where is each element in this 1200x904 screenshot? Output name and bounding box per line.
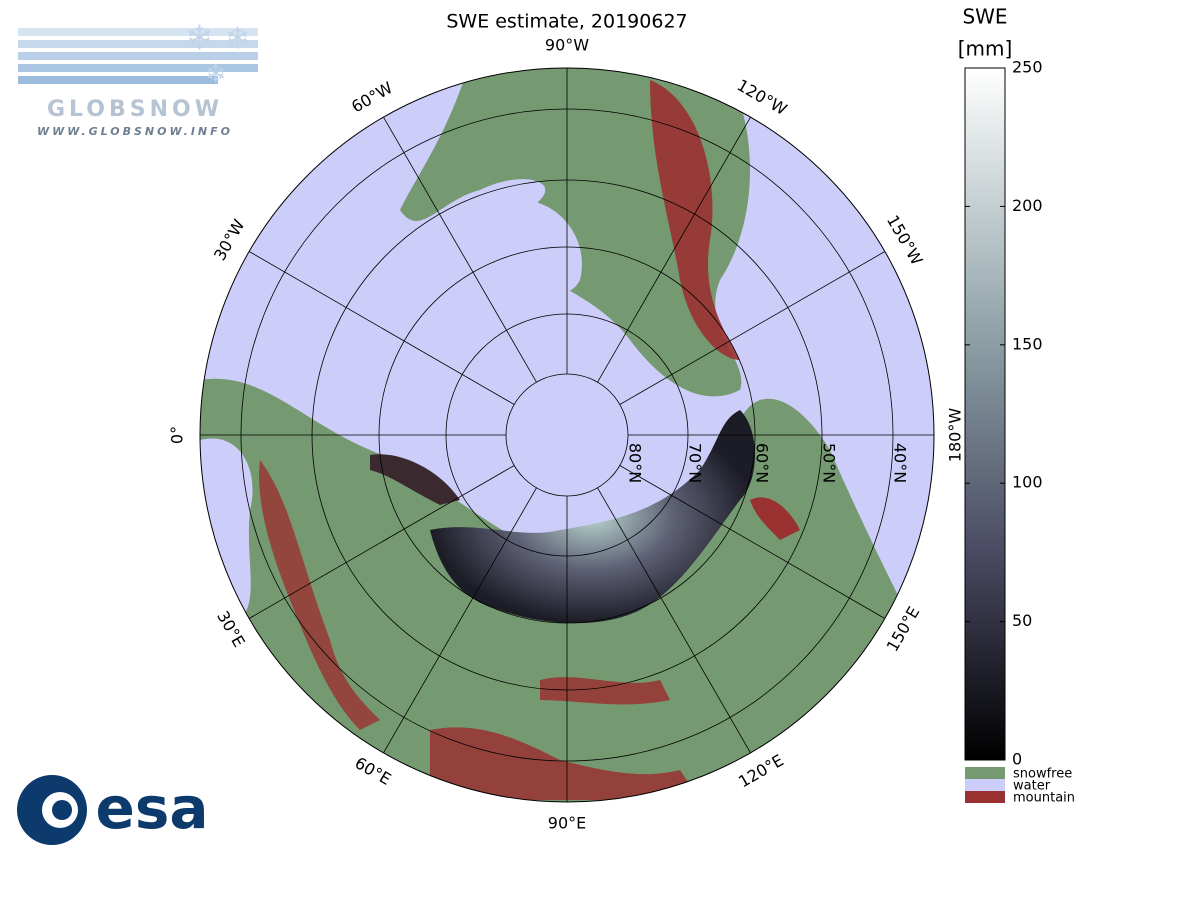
longitude-label: 60°E xyxy=(352,753,395,789)
longitude-label: 30°W xyxy=(210,216,249,264)
colorbar-tick-label: 50 xyxy=(1012,611,1032,630)
colorbar-title: SWE xyxy=(962,5,1007,29)
longitude-label: 90°E xyxy=(548,814,586,833)
latitude-label: 50°N xyxy=(820,443,839,483)
longitude-label: 0° xyxy=(168,426,187,444)
legend-swatch xyxy=(965,779,1005,791)
legend-label: mountain xyxy=(1013,791,1075,806)
meridian xyxy=(248,465,515,619)
meridian xyxy=(597,116,751,383)
colorbar-tick-label: 200 xyxy=(1012,196,1043,215)
logo-name: GLOBSNOW xyxy=(47,97,223,122)
svg-text:❄: ❄ xyxy=(205,60,227,90)
latitude-labels: 80°N 70°N 60°N 50°N 40°N xyxy=(626,443,910,483)
map-title: SWE estimate, 20190627 xyxy=(446,11,687,33)
svg-text:❄: ❄ xyxy=(225,22,250,57)
meridian xyxy=(383,116,537,383)
colorbar-tick-label: 0 xyxy=(1012,750,1022,769)
latitude-label: 60°N xyxy=(753,443,772,483)
legend-swatch xyxy=(965,791,1005,803)
meridian xyxy=(383,487,537,754)
legend-label: snowfree xyxy=(1013,767,1072,782)
logo-url: WWW.GLOBSNOW.INFO xyxy=(37,125,233,138)
colorbar-tick-label: 100 xyxy=(1012,473,1043,492)
latitude-label: 80°N xyxy=(626,443,645,483)
esa-logo: esa xyxy=(17,774,209,845)
map-disk xyxy=(200,68,934,802)
colorbar-tick-label: 250 xyxy=(1012,58,1043,77)
graticule xyxy=(200,68,934,802)
meridian xyxy=(248,251,515,405)
colorbar-unit: [mm] xyxy=(958,37,1013,61)
map-border xyxy=(199,67,935,803)
globsnow-logo: ❄ ❄ ❄ GLOBSNOW WWW.GLOBSNOW.INFO xyxy=(18,19,258,138)
legend-swatch xyxy=(965,767,1005,779)
meridian xyxy=(597,487,751,754)
legend-label: water xyxy=(1013,779,1051,794)
meridian xyxy=(619,465,886,619)
svg-text:❄: ❄ xyxy=(185,19,214,59)
longitude-label: 60°W xyxy=(348,78,396,117)
latitude-label: 40°N xyxy=(891,443,910,483)
latitude-label: 70°N xyxy=(686,443,705,483)
meridian xyxy=(619,251,886,405)
colorbar-tick-label: 150 xyxy=(1012,334,1043,353)
longitude-label: 90°W xyxy=(545,36,589,55)
longitude-label: 180°W xyxy=(946,408,965,463)
esa-text: esa xyxy=(96,774,209,842)
longitude-label: 30°E xyxy=(213,608,249,651)
colorbar xyxy=(964,67,1006,761)
